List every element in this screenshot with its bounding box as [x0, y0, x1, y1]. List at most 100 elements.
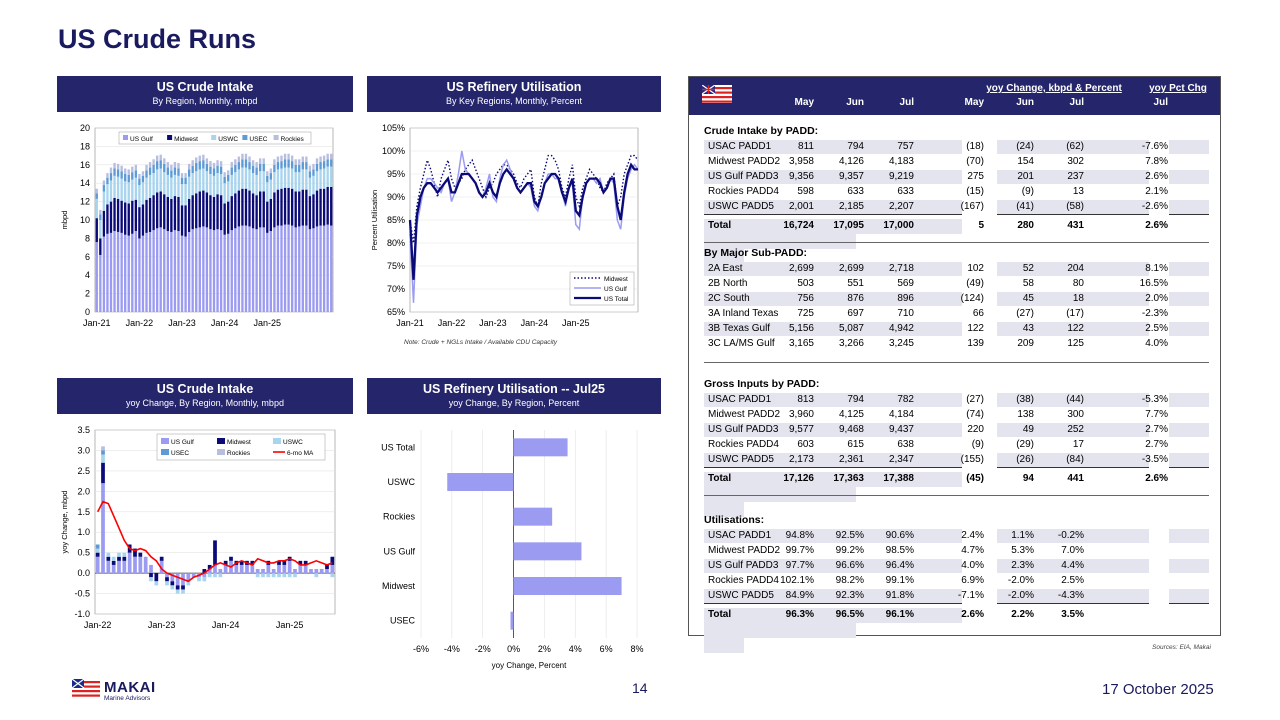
bar-segment-rockies	[276, 156, 280, 163]
bar-segment-us-gulf	[223, 234, 226, 312]
bar-segment-uswc	[326, 166, 329, 187]
bar-segment-rockies	[152, 159, 155, 165]
table-cell: 2.5%	[1145, 323, 1168, 334]
bar-segment-midwest	[138, 552, 143, 557]
bar-segment-rockies	[127, 169, 130, 175]
category-label: USWC	[388, 477, 416, 487]
bar-segment-uswc	[287, 167, 290, 188]
bar-segment-rockies	[255, 162, 258, 168]
legend-label: US Gulf	[604, 286, 627, 293]
bar-segment-uswc	[314, 573, 319, 578]
series-line-us-total	[408, 162, 638, 280]
row-shade	[704, 623, 856, 638]
bar-segment-us-gulf	[298, 226, 301, 312]
bar-segment-midwest	[152, 195, 155, 231]
bar-segment-usec	[326, 159, 329, 167]
bar-segment-us-gulf	[145, 232, 148, 312]
table-cell: 99.7%	[785, 545, 814, 556]
bar-segment-us-gulf	[261, 569, 265, 574]
bar-segment-rockies	[216, 160, 219, 166]
table-cell: 2,207	[888, 201, 914, 212]
bar-segment-us-gulf	[186, 573, 191, 582]
table-cell: 209	[1017, 338, 1034, 349]
bar-segment-midwest	[282, 560, 287, 565]
bar-segment-us-gulf	[248, 226, 251, 312]
row-label: 3A Inland Texas	[708, 308, 779, 319]
bar-segment-midwest	[248, 190, 251, 227]
bar-segment-usec	[244, 159, 248, 168]
bar-segment-uswc	[277, 573, 281, 578]
bar-segment-midwest	[195, 193, 198, 229]
table-cell: 2,361	[838, 454, 864, 465]
table-cell: 3,960	[788, 409, 814, 420]
bar-segment-usec	[202, 160, 205, 169]
table-cell: 441	[1067, 473, 1084, 484]
bar-segment-rockies	[173, 162, 177, 168]
bar-segment-midwest	[216, 194, 219, 230]
bar-segment-midwest	[133, 548, 137, 557]
table-cell: -2.0%	[1007, 575, 1034, 586]
category-label: Rockies	[383, 512, 416, 522]
bar-segment-rockies	[326, 153, 329, 160]
bar-segment-rockies	[315, 158, 319, 164]
bar-segment-rockies	[251, 160, 255, 166]
panel-utilisation-yoy: US Refinery Utilisation -- Jul25 yoy Cha…	[367, 378, 661, 681]
bar-segment-midwest	[191, 195, 194, 230]
x-tick-label: Jan-25	[254, 318, 282, 328]
bar-segment-midwest	[207, 564, 212, 570]
bar-segment-midwest	[241, 188, 244, 226]
bar-segment-us-gulf	[202, 226, 205, 312]
category-label: US Gulf	[383, 546, 415, 556]
chart-subtitle: yoy Change, By Region, Percent	[448, 398, 580, 408]
bar-segment-midwest	[294, 191, 297, 228]
bar-segment-midwest	[187, 198, 191, 232]
table-cell: 2,718	[888, 263, 914, 274]
bar-segment-us-gulf	[308, 229, 312, 312]
row-shade	[704, 487, 856, 502]
table-cell: 6.9%	[961, 575, 984, 586]
chart-title: US Refinery Utilisation	[446, 80, 582, 94]
table-cell: 13	[1072, 186, 1084, 197]
table-cell: 275	[967, 171, 984, 182]
bar-segment-us-gulf	[213, 564, 217, 574]
bar-segment-us-gulf	[218, 569, 223, 574]
bar-segment-usec	[212, 168, 216, 176]
table-cell: 80	[1072, 278, 1084, 289]
y-tick-label: -0.5	[74, 589, 90, 599]
bar-segment-usec	[113, 168, 116, 176]
bar-segment-us-gulf	[234, 564, 239, 574]
bar-segment-uswc	[266, 573, 271, 578]
bar-segment-us-gulf	[319, 225, 322, 312]
bar-segment-midwest	[239, 560, 244, 565]
bar-segment-rockies	[184, 173, 187, 178]
row-shade	[997, 423, 1149, 437]
bar-segment-uswc	[244, 167, 248, 189]
table-cell: 9,357	[838, 171, 864, 182]
x-tick-label: Jan-24	[212, 620, 240, 630]
bar-segment-us-gulf	[271, 569, 276, 574]
table-cell: 92.3%	[835, 590, 864, 601]
table-cell: 710	[897, 308, 914, 319]
bar-segment-uswc	[293, 573, 297, 578]
row-shade	[704, 502, 744, 517]
table-cell: 551	[847, 278, 864, 289]
table-cell: -5.3%	[1141, 394, 1168, 405]
x-tick-label: Jan-22	[438, 318, 466, 328]
bar-segment-rockies	[259, 158, 262, 164]
x-tick-label: Jan-25	[562, 318, 590, 328]
bar-segment-usec	[131, 172, 134, 180]
y-tick-label: 75%	[387, 261, 405, 271]
row-shade	[704, 249, 744, 264]
bar-segment-us-gulf	[131, 233, 134, 312]
bar-segment-us-gulf	[298, 564, 303, 574]
bar-segment-usec	[138, 178, 141, 186]
bar-segment-us-gulf	[280, 225, 283, 312]
bar-segment-usec	[148, 167, 152, 175]
table-row: US Gulf PADD3 97.7% 96.6% 96.4% 4.0% 2.3% 4.4%	[704, 559, 1209, 574]
bar-segment-midwest	[173, 196, 177, 231]
bar-segment-rockies	[177, 162, 180, 169]
section-title: By Major Sub-PADD:	[704, 247, 808, 259]
bar-segment-midwest	[301, 189, 304, 226]
table-cell: 5.3%	[1011, 545, 1034, 556]
table-row: USWC PADD5 2,173 2,361 2,347 (155) (26) (84) -3…	[704, 453, 1209, 468]
